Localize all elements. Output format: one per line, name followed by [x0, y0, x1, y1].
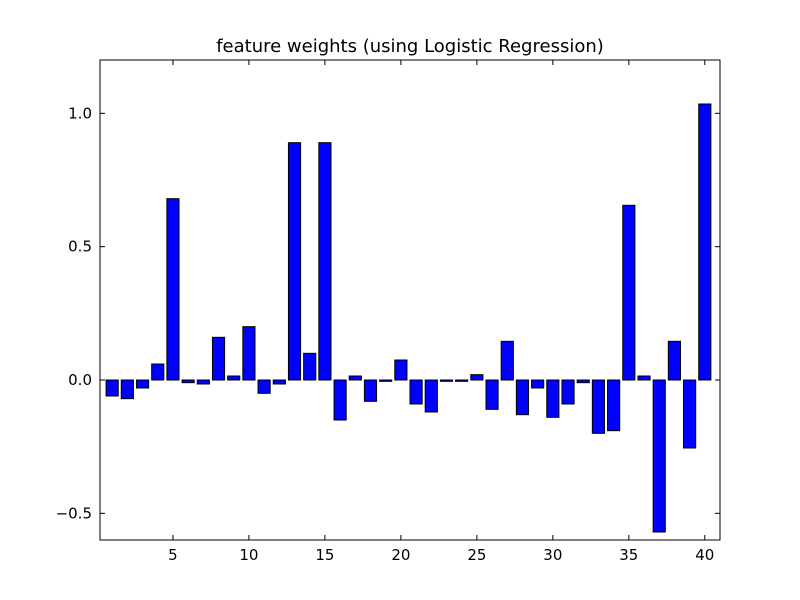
x-tick-label-35: 35: [619, 546, 638, 564]
bar-35: [622, 204, 636, 381]
bar-40: [698, 103, 712, 381]
y-tick-label-2: 0.5: [68, 238, 92, 256]
bar-33: [591, 379, 606, 434]
bar-32: [576, 379, 590, 384]
bar-21: [409, 379, 423, 405]
bar-2: [120, 379, 134, 400]
bar-39: [683, 379, 697, 449]
y-tick-label-1: 0.0: [68, 371, 92, 389]
bar-12: [272, 379, 286, 385]
bar-9: [227, 375, 241, 381]
bar-5: [166, 198, 180, 381]
bar-3: [135, 379, 150, 389]
bar-11: [257, 379, 271, 394]
bar-38: [667, 340, 681, 381]
bar-31: [561, 379, 575, 405]
bar-34: [607, 379, 621, 432]
bar-36: [637, 375, 651, 381]
bar-16: [333, 379, 347, 421]
x-tick-label-5: 5: [168, 546, 178, 564]
bar-14: [303, 352, 317, 381]
x-tick-label-40: 40: [695, 546, 714, 564]
plot-frame: [99, 59, 721, 541]
bar-27: [500, 340, 514, 381]
bar-13: [287, 142, 302, 381]
ticks-group: 5 10 15 20 25 30 35 40 −0.5 0.0 0.5 1.0: [56, 60, 720, 564]
x-tick-label-30: 30: [543, 546, 562, 564]
bars-group: [105, 103, 712, 533]
bar-15: [318, 142, 332, 381]
y-tick-label-0: −0.5: [56, 504, 92, 522]
bar-6: [181, 379, 195, 384]
bar-23: [439, 379, 454, 382]
bar-1: [105, 379, 119, 397]
bar-30: [546, 379, 560, 418]
x-tick-label-20: 20: [391, 546, 410, 564]
x-tick-label-25: 25: [467, 546, 486, 564]
x-tick-label-10: 10: [239, 546, 258, 564]
bar-26: [485, 379, 499, 410]
bar-18: [363, 379, 378, 402]
bar-17: [348, 375, 362, 381]
bar-7: [196, 379, 210, 385]
chart-title: feature weights (using Logistic Regressi…: [216, 36, 604, 57]
bar-22: [424, 379, 438, 413]
bar-24: [455, 379, 469, 382]
bar-8: [211, 336, 226, 381]
bar-29: [531, 379, 545, 389]
y-tick-label-3: 1.0: [68, 104, 92, 122]
bar-28: [515, 379, 530, 416]
bar-19: [379, 379, 393, 382]
bar-4: [151, 363, 165, 381]
bar-25: [470, 374, 484, 381]
bar-20: [394, 359, 408, 381]
bar-10: [242, 326, 256, 381]
x-tick-label-15: 15: [315, 546, 334, 564]
bar-37: [652, 379, 666, 533]
